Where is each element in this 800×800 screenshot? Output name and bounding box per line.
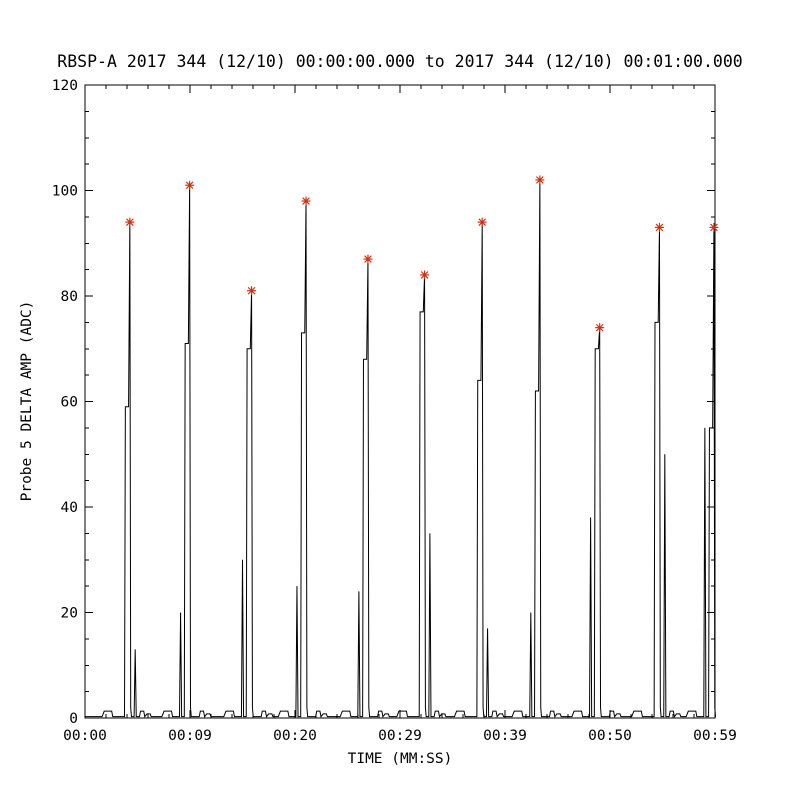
x-tick-label: 00:50	[588, 728, 632, 744]
x-tick-label: 00:29	[378, 728, 422, 744]
peak-marker-asterisk	[595, 323, 605, 333]
y-tick-label: 40	[61, 500, 78, 516]
asterisk-arm	[655, 223, 664, 232]
asterisk-arm	[364, 255, 372, 263]
chart-title: RBSP-A 2017 344 (12/10) 00:00:00.000 to …	[57, 52, 742, 71]
marker-layer	[125, 175, 719, 333]
x-tick-label: 00:09	[168, 728, 212, 744]
asterisk-arm	[185, 181, 194, 190]
peak-marker-asterisk	[420, 270, 430, 280]
asterisk-arm	[247, 286, 256, 295]
data-series-line	[85, 179, 716, 718]
asterisk-arm	[126, 218, 134, 226]
peak-marker-asterisk	[185, 180, 195, 190]
y-tick-label: 60	[61, 395, 78, 411]
asterisk-arm	[420, 271, 429, 279]
y-tick-label: 120	[52, 78, 78, 94]
peak-marker-asterisk	[125, 217, 135, 227]
y-tick-label: 20	[61, 606, 78, 622]
y-tick-label: 100	[52, 184, 78, 200]
series-layer	[85, 179, 716, 718]
peak-marker-asterisk	[535, 175, 545, 185]
asterisk-arm	[478, 218, 487, 226]
peak-marker-asterisk	[654, 222, 664, 232]
axis-frame	[84, 84, 716, 719]
y-axis-label: Probe 5 DELTA AMP (ADC)	[19, 301, 35, 502]
peak-marker-asterisk	[247, 286, 257, 296]
peak-marker-asterisk	[709, 222, 719, 232]
asterisk-arm	[595, 323, 604, 332]
asterisk-arm	[710, 223, 718, 232]
axes-layer: 0 20 40 60 80 100 120 00:00 00:09 00:20 00:29 00:39…	[52, 78, 737, 744]
asterisk-arm	[536, 176, 544, 184]
x-tick-label: 00:20	[273, 728, 317, 744]
peak-marker-asterisk	[363, 254, 373, 264]
x-tick-label: 00:00	[63, 728, 107, 744]
x-tick-label: 00:39	[483, 728, 527, 744]
peak-marker-asterisk	[301, 196, 311, 206]
asterisk-arm	[302, 197, 310, 205]
x-axis-label: TIME (MM:SS)	[348, 751, 453, 767]
x-tick-label: 00:59	[693, 728, 737, 744]
peak-marker-asterisk	[477, 217, 487, 227]
y-tick-label: 0	[69, 711, 78, 727]
y-tick-label: 80	[61, 289, 78, 305]
